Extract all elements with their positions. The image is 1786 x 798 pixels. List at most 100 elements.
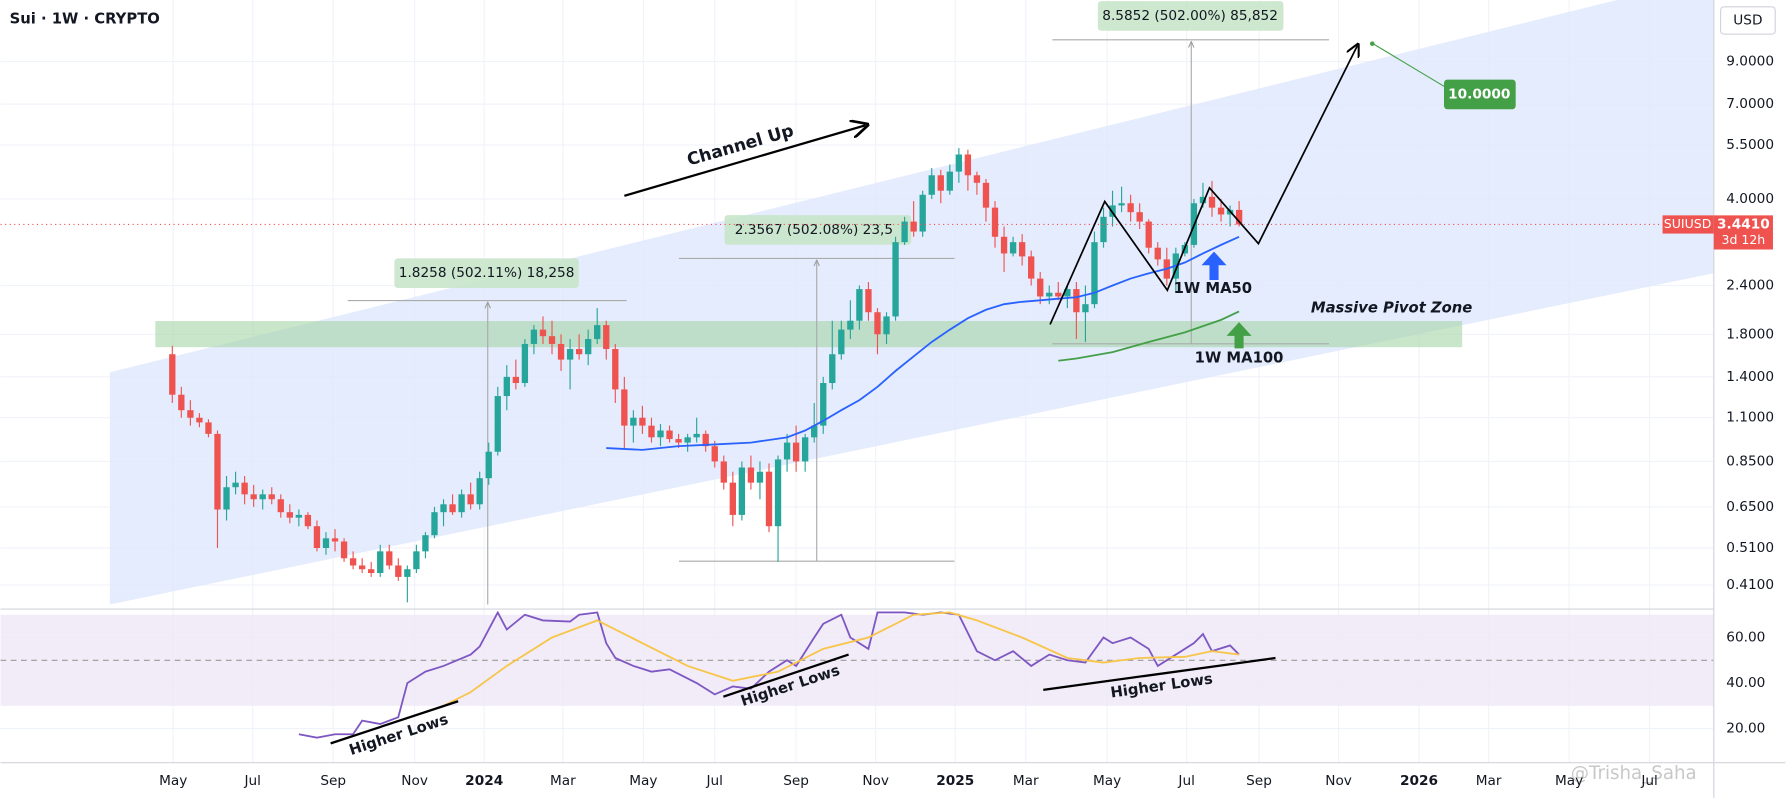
candle-body bbox=[811, 425, 818, 438]
candle-body bbox=[964, 154, 972, 176]
chart-title: Sui · 1W · CRYPTO bbox=[10, 10, 160, 27]
series-line bbox=[443, 611, 1240, 707]
candle-body bbox=[340, 541, 348, 559]
candle-body bbox=[675, 439, 682, 443]
x-tick-label: Jul bbox=[244, 773, 261, 789]
candle-body bbox=[883, 316, 890, 335]
candle-body bbox=[169, 354, 176, 395]
candle-body bbox=[756, 471, 764, 483]
drawings: 1.8258 (502.11%) 18,258 2.3567 (502.08%)… bbox=[109, 0, 1714, 605]
candle-body bbox=[1028, 256, 1035, 279]
candle-body bbox=[268, 494, 275, 500]
x-tick-label: Jul bbox=[1640, 773, 1657, 789]
x-tick-label: 2025 bbox=[936, 773, 974, 789]
candle-body bbox=[702, 433, 709, 447]
candle-body bbox=[1118, 203, 1125, 206]
candle-body bbox=[277, 499, 284, 513]
candle-body bbox=[1037, 278, 1044, 297]
y-tick-label: 0.8500 bbox=[1726, 453, 1774, 469]
candle-body bbox=[774, 459, 782, 527]
x-tick-label: Mar bbox=[1013, 773, 1039, 789]
candle-body bbox=[196, 417, 203, 423]
candle-body bbox=[458, 494, 465, 513]
y-tick-label: 4.0000 bbox=[1726, 191, 1774, 207]
candle-body bbox=[494, 396, 501, 452]
symbol-box bbox=[1662, 215, 1714, 234]
series-line bbox=[1058, 310, 1240, 362]
candle-body bbox=[657, 430, 664, 438]
candle-body bbox=[973, 175, 981, 183]
candle-body bbox=[666, 430, 673, 440]
projection bbox=[1049, 46, 1357, 325]
candle-body bbox=[594, 325, 601, 340]
x-tick-label: Mar bbox=[550, 773, 576, 789]
candle-body bbox=[892, 242, 899, 317]
x-tick-label: Sep bbox=[783, 773, 809, 789]
candle-body bbox=[187, 410, 194, 418]
candle-body bbox=[847, 320, 854, 330]
candle-body bbox=[982, 182, 990, 208]
candle-body bbox=[630, 417, 637, 426]
candle-body bbox=[395, 565, 402, 577]
x-tick-label: Jul bbox=[1177, 773, 1194, 789]
candle-body bbox=[946, 171, 953, 191]
candle-body bbox=[295, 514, 303, 518]
ma50-label: 1W MA50 bbox=[1174, 280, 1252, 297]
ma100-arrow bbox=[1226, 322, 1252, 349]
y-tick-label: 1.8000 bbox=[1726, 326, 1774, 342]
trend-line bbox=[330, 700, 459, 745]
candle-body bbox=[1091, 242, 1098, 305]
candle-body bbox=[404, 569, 411, 577]
candle-body bbox=[991, 207, 999, 237]
candle-body bbox=[648, 425, 655, 438]
candle-body bbox=[684, 437, 691, 443]
measure-box bbox=[394, 258, 579, 289]
trend-line bbox=[723, 653, 849, 698]
x-tick-label: May bbox=[1093, 773, 1121, 789]
x-tick-label: May bbox=[159, 773, 187, 789]
candle-body bbox=[530, 329, 538, 344]
y-tick-label: 0.5100 bbox=[1726, 540, 1774, 556]
candle-body bbox=[711, 446, 718, 462]
candle-body bbox=[693, 433, 700, 438]
price-label: 3.4410 bbox=[1717, 216, 1770, 232]
candle-body bbox=[304, 514, 312, 527]
candle-body bbox=[612, 349, 619, 390]
y-tick-label: 7.0000 bbox=[1726, 96, 1774, 112]
ma100-label: 1W MA100 bbox=[1195, 350, 1284, 367]
candle-body bbox=[178, 394, 185, 411]
target-label: 10.0000 bbox=[1448, 86, 1510, 102]
currency: USD bbox=[1733, 12, 1762, 28]
measure-label: 1.8258 (502.11%) 18,258 bbox=[399, 265, 575, 281]
candle-body bbox=[720, 461, 727, 483]
target-box bbox=[1443, 79, 1516, 110]
candle-body bbox=[1055, 292, 1062, 297]
candle-body bbox=[368, 569, 375, 574]
y-tick-label: 1.1000 bbox=[1726, 410, 1774, 426]
y-tick-label: 9.0000 bbox=[1726, 54, 1774, 70]
candle-body bbox=[331, 538, 339, 542]
y-tick-label: 5.5000 bbox=[1726, 137, 1774, 153]
candle-body bbox=[829, 354, 836, 384]
candle-body bbox=[205, 422, 212, 434]
candle-body bbox=[919, 194, 926, 232]
candle-body bbox=[856, 289, 863, 321]
x-tick-label: 2024 bbox=[465, 773, 503, 789]
candle-body bbox=[449, 504, 456, 513]
candle-body bbox=[503, 376, 510, 397]
candle-body bbox=[783, 442, 791, 460]
trend-line bbox=[1043, 656, 1276, 691]
countdown-label: 3d 12h bbox=[1721, 232, 1765, 247]
candle-body bbox=[738, 467, 746, 515]
measure-label: 8.5852 (502.00%) 85,852 bbox=[1102, 8, 1278, 24]
candle-body bbox=[575, 349, 583, 355]
y-tick-label: 1.4000 bbox=[1726, 369, 1774, 385]
ma50-arrow bbox=[1201, 251, 1227, 281]
candle-body bbox=[865, 289, 872, 313]
candle-body bbox=[901, 221, 908, 243]
candle-body bbox=[1018, 242, 1026, 257]
candle-body bbox=[386, 551, 393, 566]
